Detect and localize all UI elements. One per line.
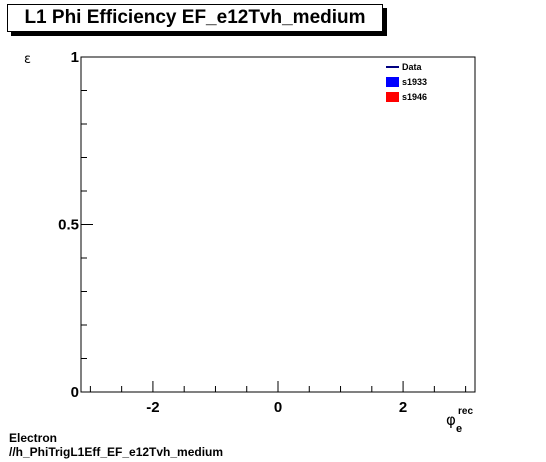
chart-legend: Data s1933 s1946	[386, 62, 427, 102]
footer-histogram-path: //h_PhiTrigL1Eff_EF_e12Tvh_medium	[9, 445, 224, 459]
x-tick-label: 0	[274, 399, 282, 416]
y-tick-label: 0	[71, 384, 79, 401]
chart-title: L1 Phi Efficiency EF_e12Tvh_medium	[24, 7, 366, 28]
x-tick-label: 2	[399, 399, 407, 416]
legend-swatch-s1946	[386, 92, 399, 102]
plot-frame	[80, 56, 476, 393]
legend-label-Data: Data	[402, 62, 423, 72]
x-axis-label: φ rec e	[446, 406, 473, 435]
legend-swatch-s1933	[386, 77, 399, 87]
legend-label-s1946: s1946	[402, 92, 427, 102]
legend-label-s1933: s1933	[402, 77, 427, 87]
x-axis-label-superscript: rec	[458, 406, 473, 417]
chart-title-box: L1 Phi Efficiency EF_e12Tvh_medium	[7, 4, 383, 32]
footer: Electron //h_PhiTrigL1Eff_EF_e12Tvh_medi…	[9, 431, 223, 459]
axis-ticks	[81, 56, 467, 393]
y-axis-label: ε	[24, 52, 31, 67]
footer-particle-label: Electron	[9, 431, 58, 445]
y-tick-label: 0.5	[58, 217, 79, 234]
x-axis-label-main: φ	[446, 411, 456, 429]
axis-tick-labels: -2 0 2 0 0.5 1	[58, 49, 407, 416]
x-axis-label-subscript: e	[456, 423, 462, 435]
x-tick-label: -2	[146, 399, 159, 416]
y-tick-label: 1	[71, 49, 79, 66]
